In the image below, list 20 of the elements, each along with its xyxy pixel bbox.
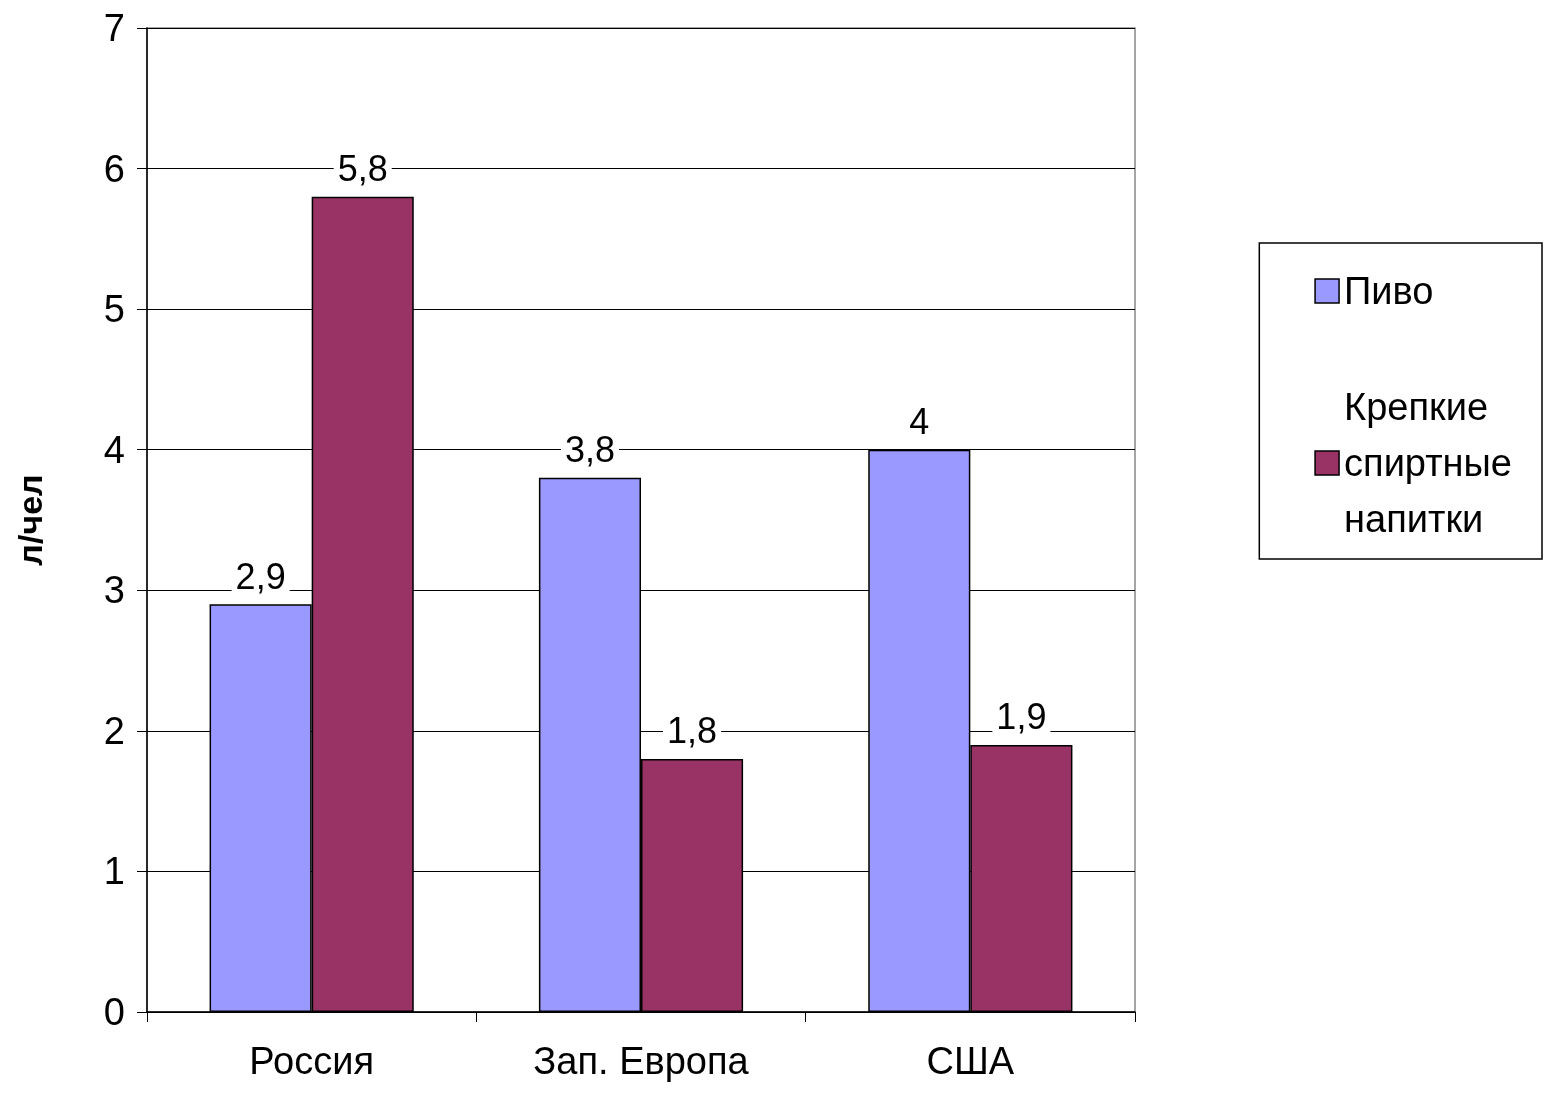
data-label: 4 [909, 401, 930, 443]
y-tick-label: 5 [103, 288, 125, 331]
y-tick-label: 4 [103, 428, 125, 471]
data-label: 3,8 [564, 429, 615, 471]
data-label: 2,9 [235, 555, 286, 597]
y-tick-label: 1 [103, 850, 125, 893]
data-label: 1,8 [667, 710, 718, 752]
x-tick-label: Россия [249, 1040, 374, 1082]
y-tick-label: 3 [103, 569, 125, 612]
y-tick-label: 6 [103, 147, 125, 190]
y-tick-label: 7 [103, 7, 125, 49]
x-tick-label: Зап. Европа [533, 1040, 750, 1082]
y-axis-title: л/чел [11, 474, 49, 566]
y-tick-label: 2 [103, 709, 125, 752]
legend-label: Пиво [1344, 270, 1434, 312]
x-tick-label: США [926, 1040, 1015, 1082]
y-tick-label: 0 [103, 991, 125, 1033]
data-label: 1,9 [996, 696, 1047, 738]
legend-label: Крепкие спиртные напитки [1344, 386, 1513, 540]
data-label: 5,8 [337, 148, 388, 190]
